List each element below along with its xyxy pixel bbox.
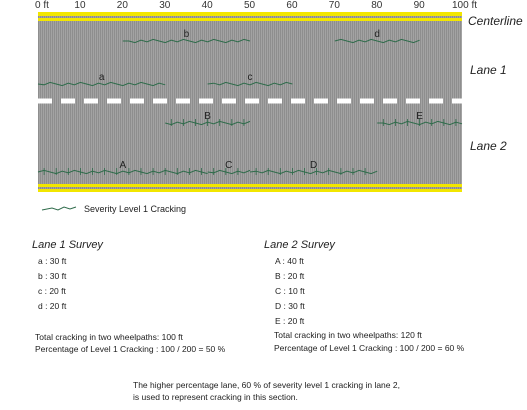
lane1-total: Total cracking in two wheelpaths: 100 ft (35, 332, 183, 342)
scale-tick-label: 10 (74, 0, 86, 11)
crack-label-d: d (374, 29, 380, 40)
scale-tick-label: 30 (159, 0, 171, 11)
crack-label-c: c (248, 72, 253, 83)
road-diagram: b d a c B E A C D (37, 12, 463, 211)
lane2-survey-item: C : 10 ft (275, 286, 305, 296)
lane1-survey-item: a : 30 ft (38, 256, 67, 266)
lane2-label: Lane 2 (470, 139, 507, 153)
crack-a (37, 81, 166, 87)
scale-tick-label: 0 ft (35, 0, 49, 11)
crack-label-a: a (99, 72, 105, 83)
lane2-survey-list: A : 40 ft B : 20 ft C : 10 ft D : 30 ft … (275, 256, 305, 331)
lane2-percentage: Percentage of Level 1 Cracking : 100 / 2… (274, 343, 465, 353)
centerline-label: Centerline (468, 14, 523, 28)
lane1-survey-item: c : 20 ft (38, 286, 66, 296)
crack-label-C: C (225, 160, 232, 171)
scale-tick-label: 100 ft (452, 0, 478, 11)
edge-stripe-2 (38, 189, 462, 192)
crack-label-E: E (416, 111, 423, 122)
crack-label-B: B (204, 111, 211, 122)
crack-d (334, 38, 420, 44)
lane2-survey-item: A : 40 ft (275, 256, 304, 266)
conclusion-note-line2: is used to represent cracking in this se… (133, 392, 298, 402)
scale-tick-label: 50 (244, 0, 256, 11)
crack-c (207, 81, 293, 87)
scale-tick-label: 40 (201, 0, 213, 11)
legend-label: Severity Level 1 Cracking (84, 204, 187, 214)
lane1-survey-item: d : 20 ft (38, 301, 67, 311)
lane1-label: Lane 1 (470, 63, 507, 77)
crack-label-b: b (184, 29, 190, 40)
scale-tick-label: 70 (328, 0, 340, 11)
lane1-percentage: Percentage of Level 1 Cracking : 100 / 2… (35, 344, 226, 354)
conclusion-note-line1: The higher percentage lane, 60 % of seve… (133, 380, 400, 390)
lane2-survey-item: E : 20 ft (275, 316, 305, 326)
lane1-survey-item: b : 30 ft (38, 271, 67, 281)
lane2-survey-item: D : 30 ft (275, 301, 305, 311)
edge-stripe (38, 184, 462, 187)
legend-crack-sample (41, 206, 77, 211)
centerline-stripe (38, 12, 462, 16)
scale-tick-label: 90 (413, 0, 425, 11)
lane2-survey-title: Lane 2 Survey (264, 239, 335, 251)
crack-C (207, 169, 251, 175)
crack-label-A: A (119, 160, 126, 171)
lane1-survey-title: Lane 1 Survey (32, 239, 103, 251)
lane1-survey-list: a : 30 ft b : 30 ft c : 20 ft d : 20 ft (38, 256, 66, 316)
crack-A (37, 169, 208, 175)
lane2-survey-item: B : 20 ft (275, 271, 305, 281)
centerline-stripe-2 (38, 18, 462, 21)
scale-tick-label: 20 (116, 0, 128, 11)
lane2-total: Total cracking in two wheelpaths: 120 ft (274, 330, 422, 340)
crack-D (249, 169, 378, 175)
scale-tick-label: 80 (371, 0, 383, 11)
crack-label-D: D (310, 160, 317, 171)
scale-tick-label: 60 (286, 0, 298, 11)
crack-b (122, 38, 251, 44)
cracks-layer: b d a c B E A C D (37, 29, 463, 175)
